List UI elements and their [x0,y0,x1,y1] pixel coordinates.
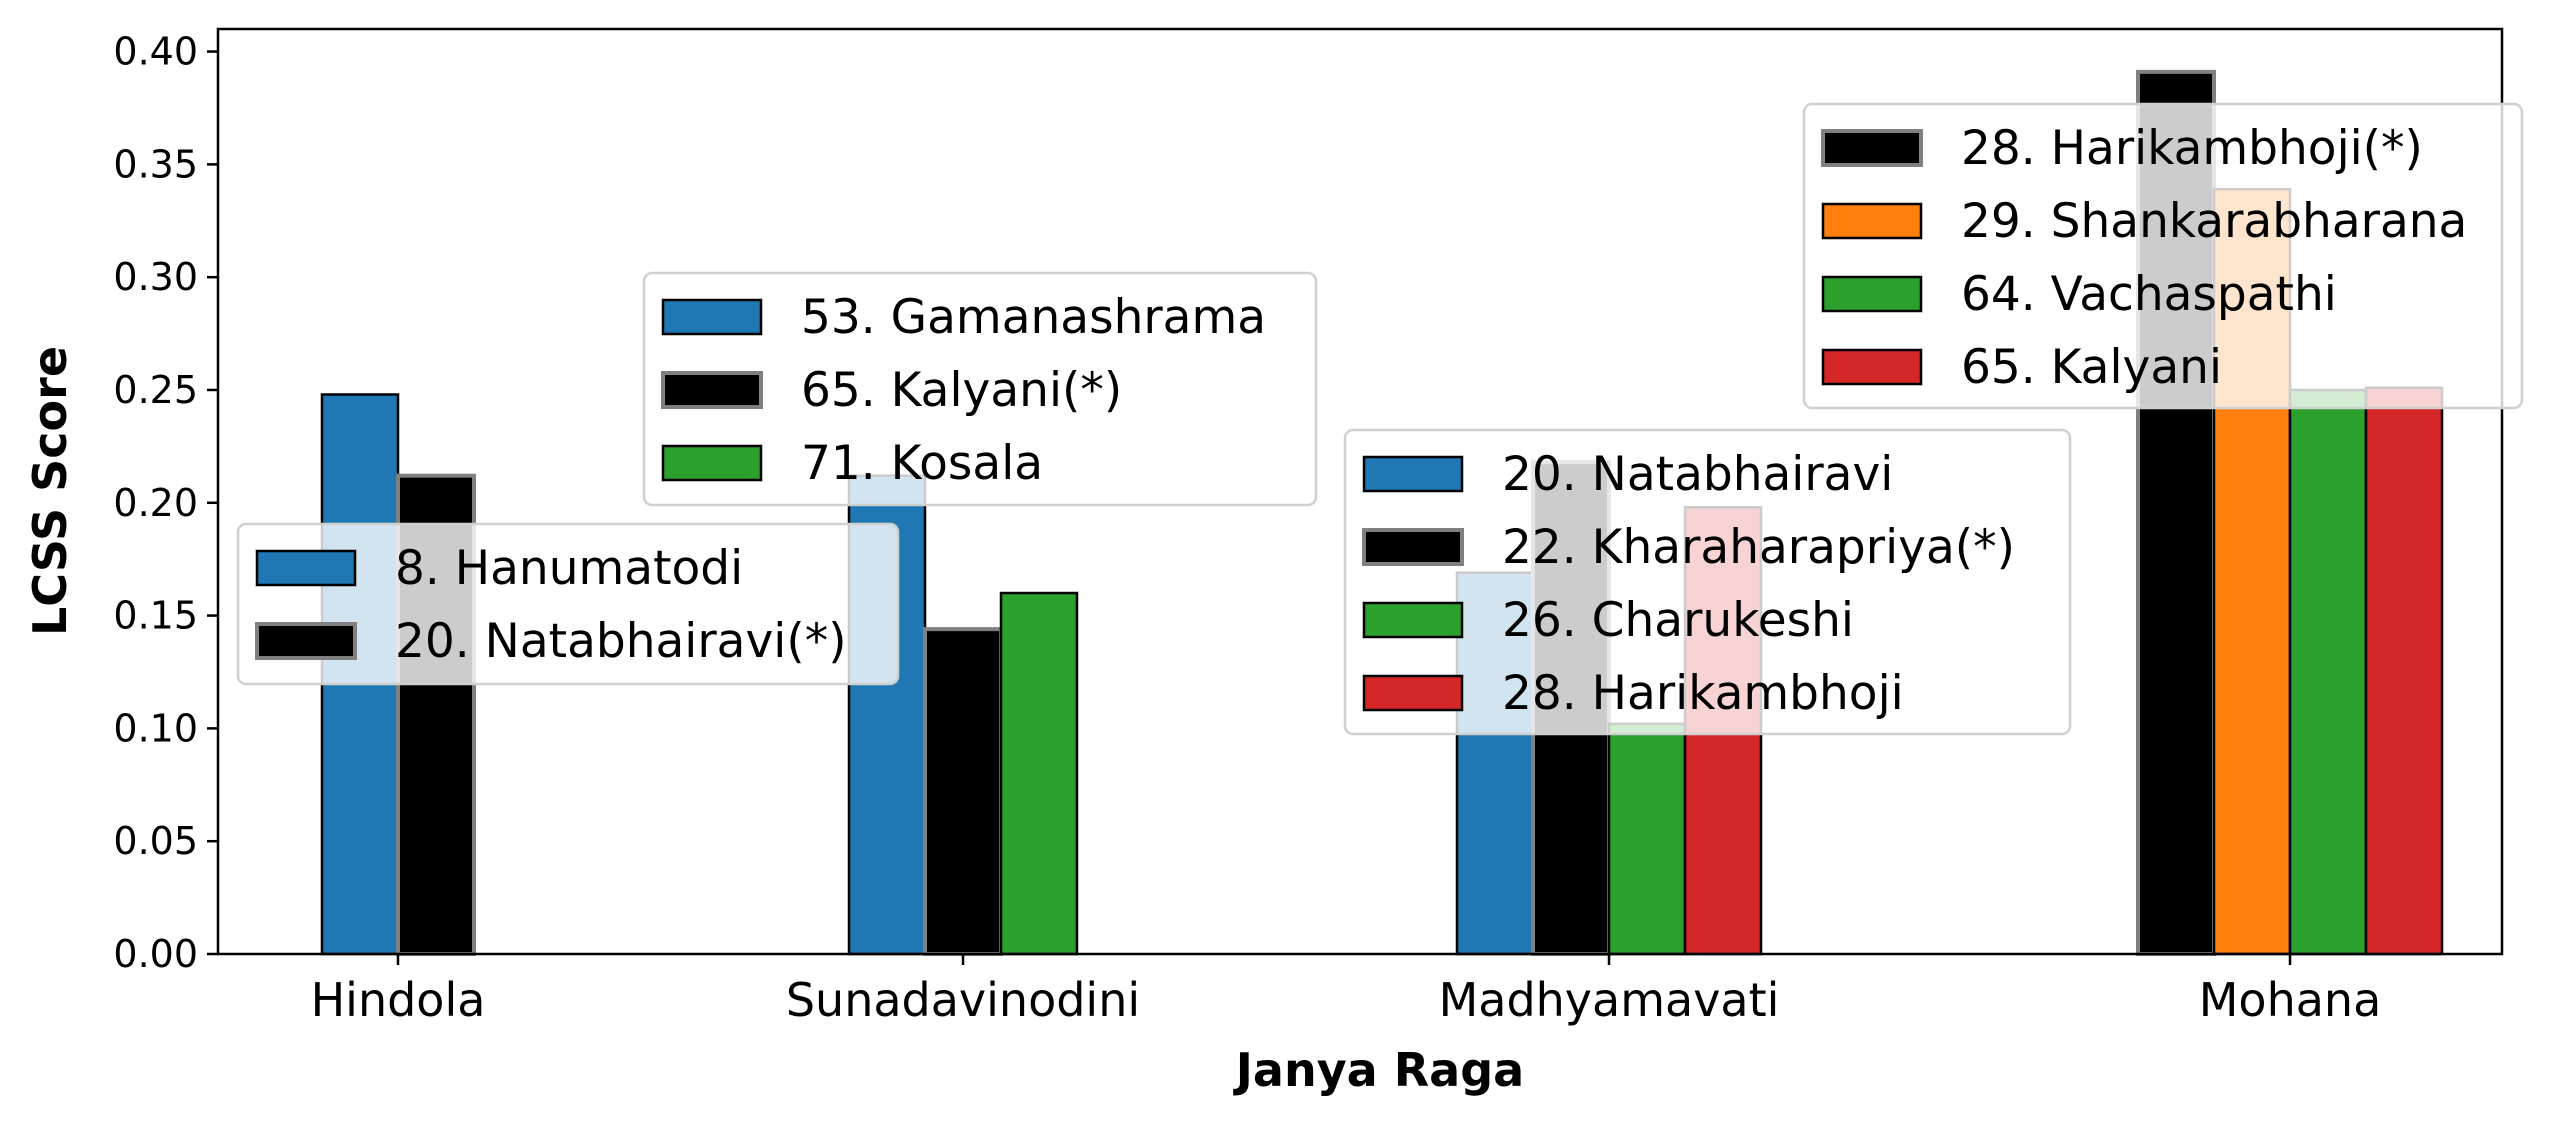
legend-label: 71. Kosala [801,436,1043,491]
legend-swatch [661,371,763,409]
bar-sunadavinodini-3 [999,591,1079,956]
legend-sunadavinodini: 53. Gamanashrama 65. Kalyani(*) 71. Kosala [642,271,1318,507]
x-tick-label: Mohana [2199,973,2382,1027]
legend-swatch [1821,348,1923,386]
bar-sunadavinodini-2 [923,627,1003,956]
x-tick-label: Madhyamavati [1439,973,1780,1027]
legend-label: 8. Hanumatodi [395,541,743,596]
legend-frame [1802,102,2524,410]
bar-mohana-3 [2288,388,2368,956]
legend-swatch [661,298,763,336]
x-tick-label: Hindola [311,973,486,1027]
legend-frame [1343,428,2072,736]
legend-swatch [1362,601,1464,639]
bar-mohana-4 [2364,386,2444,956]
legend-swatch [1821,129,1923,167]
legend-frame [642,271,1318,507]
legend-hindola: 8. Hanumatodi 20. Natabhairavi(*) [236,522,900,686]
axes-layer: 0.00 0.05 0.10 0.15 0.20 0.25 0.30 0.35 0.40 Hind… [113,30,2381,1027]
y-tick-label: 0.00 [113,932,198,976]
legend-swatch [1362,455,1464,493]
y-tick-label: 0.10 [113,706,198,750]
legend-label: 28. Harikambhoji(*) [1961,121,2423,176]
legend-label: 22. Kharaharapriya(*) [1502,520,2015,575]
y-tick-label: 0.05 [113,819,198,863]
legend-label: 65. Kalyani [1961,340,2222,395]
legend-label: 20. Natabhairavi(*) [395,614,847,669]
legend-mohana: 28. Harikambhoji(*) 29. Shankarabharana 64… [1802,102,2524,410]
legend-label: 53. Gamanashrama [801,290,1266,345]
bar-madhyamavati-3 [1607,722,1687,956]
legend-label: 65. Kalyani(*) [801,363,1122,418]
legend-swatch [1821,275,1923,313]
legend-swatch [1362,674,1464,712]
legend-swatch [255,549,357,587]
y-tick-label: 0.15 [113,594,198,638]
y-tick-label: 0.20 [113,481,198,525]
y-axis-label: LCSS Score [23,346,77,636]
legend-label: 26. Charukeshi [1502,593,1854,648]
legend-frame [236,522,900,686]
legend-label: 20. Natabhairavi [1502,447,1893,502]
plot-frame [216,27,2504,956]
y-tick-label: 0.30 [113,255,198,299]
legends-layer: 8. Hanumatodi 20. Natabhairavi(*) 53. Gama… [236,102,2524,736]
legend-swatch [661,444,763,482]
x-axis-label: Janya Raga [1233,1043,1524,1097]
legend-swatch [1821,202,1923,240]
legend-madhyamavati: 20. Natabhairavi 22. Kharaharapriya(*) 26.… [1343,428,2072,736]
legend-label: 29. Shankarabharana [1961,194,2467,249]
legend-label: 64. Vachaspathi [1961,267,2337,322]
y-tick-label: 0.40 [113,30,198,74]
y-tick-label: 0.25 [113,368,198,412]
legend-swatch [1362,528,1464,566]
x-tick-label: Sunadavinodini [786,973,1140,1027]
y-tick-label: 0.35 [113,142,198,186]
legend-label: 28. Harikambhoji [1502,666,1904,721]
legend-swatch [255,622,357,660]
